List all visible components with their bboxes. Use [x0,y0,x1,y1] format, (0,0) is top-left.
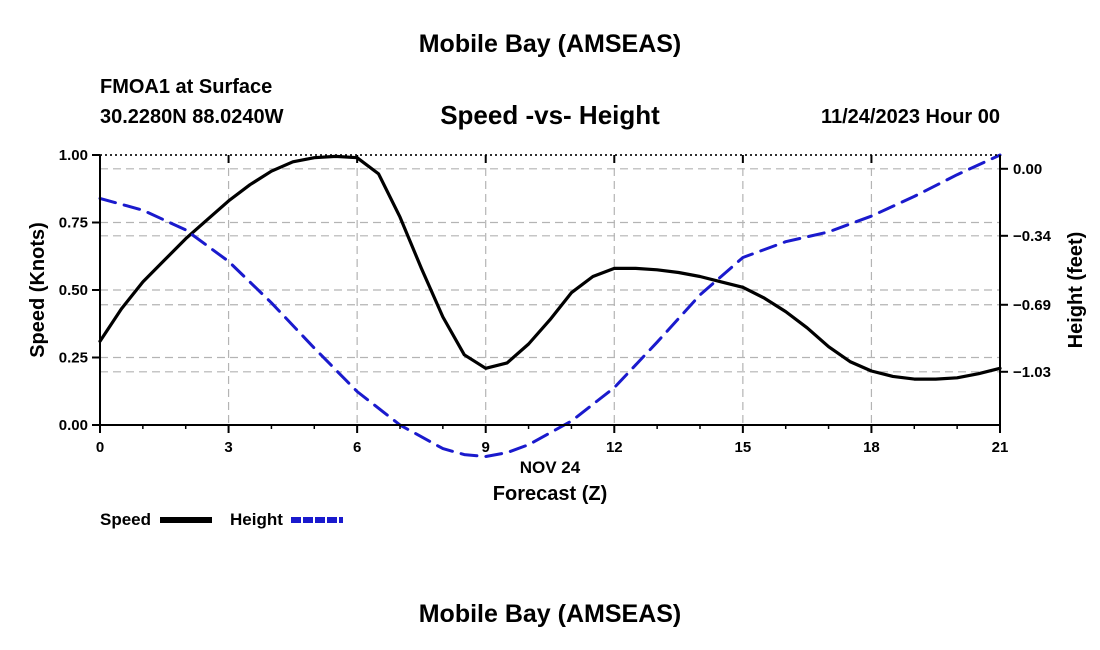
y-right-tick-label: −0.34 [1013,228,1052,245]
y-right-axis-title: Height (feet) [1065,232,1087,349]
station-label: FMOA1 at Surface [100,76,273,98]
forecast-timestamp: 11/24/2023 Hour 00 [820,106,1000,128]
y-right-tick-label: 0.00 [1013,161,1042,178]
y-right-tick-label: −0.69 [1013,297,1051,314]
bottom-title: Mobile Bay (AMSEAS) [418,600,682,628]
legend-label-height: Height [230,510,283,529]
station-coordinates: 30.2280N 88.0240W [100,106,284,128]
x-tick-label: 3 [224,439,232,456]
main-title: Mobile Bay (AMSEAS) [418,30,682,58]
axis-layer [92,154,1008,433]
x-axis-title: Forecast (Z) [493,483,607,505]
x-tick-label: 15 [735,439,752,456]
x-tick-label: 9 [482,439,490,456]
legend: Speed Height [100,510,343,529]
y-left-tick-label: 0.75 [59,215,88,232]
x-tick-label: 21 [992,439,1009,456]
x-tick-label: 12 [606,439,623,456]
y-left-tick-label: 0.50 [59,282,88,299]
y-left-axis-title: Speed (Knots) [27,222,49,358]
y-right-tick-label: −1.03 [1013,364,1051,381]
chart-title: Speed -vs- Height [440,100,660,130]
x-tick-label: 18 [863,439,880,456]
series-line-speed [98,154,1002,381]
y-left-tick-label: 0.00 [59,417,88,434]
y-left-tick-label: 0.25 [59,350,88,367]
label-layer: 0 3 6 9 12 15 18 21 0.00 0.25 0.50 0.75 1.00 0.00 −0.3… [27,147,1087,505]
y-left-tick-label: 1.00 [59,147,88,164]
series-layer [98,153,1002,458]
series-line-height [98,153,1002,458]
legend-label-speed: Speed [100,510,151,529]
x-tick-label: 6 [353,439,361,456]
x-axis-date-label: NOV 24 [520,458,581,477]
x-tick-label: 0 [96,439,104,456]
